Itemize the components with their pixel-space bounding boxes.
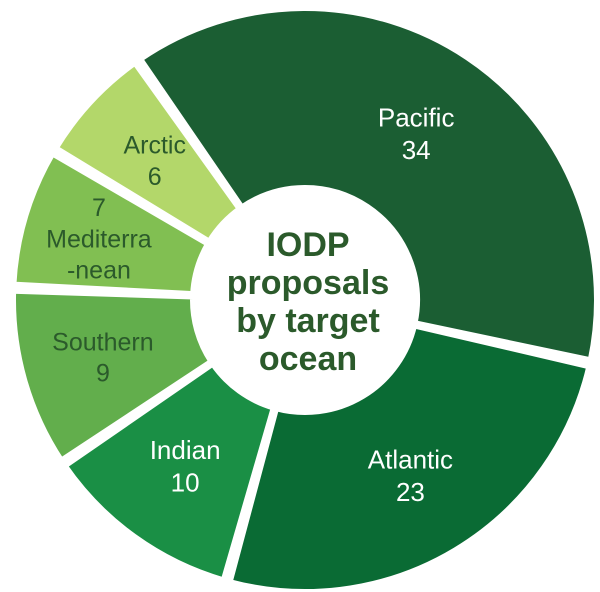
chart-title-line: ocean [258, 340, 358, 378]
slice-label-line: Pacific [378, 103, 455, 133]
chart-title: IODP proposals by target ocean [198, 226, 418, 378]
slice-label-southern: Southern 9 [52, 328, 153, 387]
chart-title-line: by target [236, 302, 380, 340]
slice-label-line: Arctic [123, 132, 186, 160]
slice-label-pacific: Pacific 34 [378, 103, 455, 165]
slice-label-line: Southern [52, 328, 153, 356]
slice-label-line: Mediterra [46, 225, 152, 253]
slice-label-line: 6 [148, 163, 162, 191]
slice-indian [60, 359, 278, 585]
slice-label-indian: Indian 10 [150, 435, 221, 498]
slice-label-atlantic: Atlantic 23 [368, 445, 453, 508]
slice-mediterranean [10, 149, 213, 298]
slice-label-arctic: Arctic 6 [123, 132, 186, 191]
slice-label-mediterranean: 7 Mediterra -nean [46, 194, 152, 285]
slice-arctic [51, 58, 244, 246]
slice-southern [10, 287, 216, 465]
slice-atlantic [225, 321, 593, 592]
chart-title-line: IODP [266, 226, 350, 264]
slice-label-line: -nean [67, 257, 131, 285]
slice-label-line: 10 [171, 468, 200, 498]
slice-label-line: 34 [402, 135, 431, 165]
chart-title-line: proposals [226, 264, 390, 302]
slice-label-line: 7 [92, 194, 106, 222]
slice-label-line: Indian [150, 435, 221, 465]
slice-label-line: Atlantic [368, 445, 453, 475]
slice-pacific [135, 5, 600, 364]
slice-label-line: 23 [396, 477, 425, 507]
slice-label-line: 9 [96, 360, 110, 388]
